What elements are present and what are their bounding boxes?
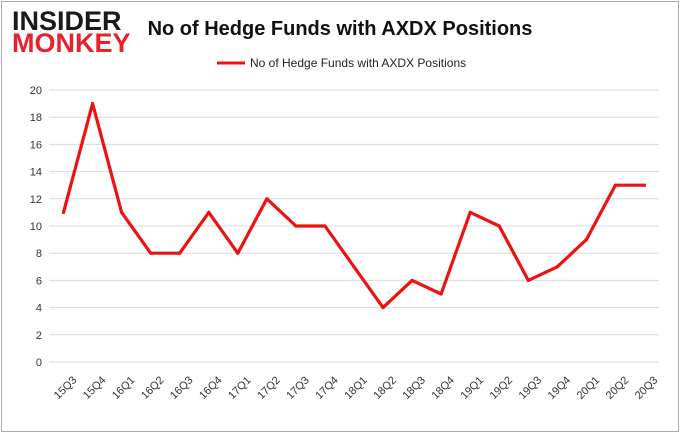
legend-label: No of Hedge Funds with AXDX Positions: [250, 56, 466, 70]
data-point: [468, 210, 472, 214]
data-point: [526, 278, 530, 282]
data-point: [497, 224, 501, 228]
y-axis-ticks: 0 2 4 6 8 10 12 14 16 18 20: [30, 85, 42, 369]
data-point: [642, 183, 647, 187]
legend: No of Hedge Funds with AXDX Positions: [217, 56, 466, 70]
y-tick-label: 8: [36, 248, 42, 260]
data-point: [149, 251, 153, 255]
data-point: [381, 306, 385, 310]
series-layer: [61, 101, 647, 310]
data-point: [265, 197, 269, 201]
data-point: [410, 278, 414, 282]
y-tick-label: 20: [30, 85, 42, 97]
data-point: [439, 292, 443, 296]
y-tick-label: 2: [36, 330, 42, 342]
data-point: [90, 102, 95, 106]
data-point: [323, 224, 327, 228]
y-tick-label: 12: [30, 194, 42, 206]
data-point: [584, 238, 588, 242]
data-point: [555, 265, 559, 269]
y-tick-label: 4: [36, 303, 42, 315]
y-tick-label: 6: [36, 275, 42, 287]
y-tick-label: 18: [30, 112, 42, 124]
data-point: [207, 210, 211, 214]
data-point: [120, 210, 124, 214]
data-point: [61, 210, 66, 214]
y-tick-label: 16: [30, 139, 42, 151]
data-point: [613, 183, 618, 187]
data-point: [294, 224, 298, 228]
insider-monkey-logo: INSIDER MONKEY: [12, 6, 131, 58]
logo-line-2: MONKEY: [12, 28, 131, 58]
logo-line-1: INSIDER: [12, 6, 122, 36]
y-tick-label: 10: [30, 221, 42, 233]
chart-title: No of Hedge Funds with AXDX Positions: [148, 18, 533, 40]
y-tick-label: 14: [30, 167, 42, 179]
data-point: [178, 251, 182, 255]
y-tick-label: 0: [36, 357, 42, 369]
data-point: [236, 251, 240, 255]
data-point: [352, 265, 356, 269]
